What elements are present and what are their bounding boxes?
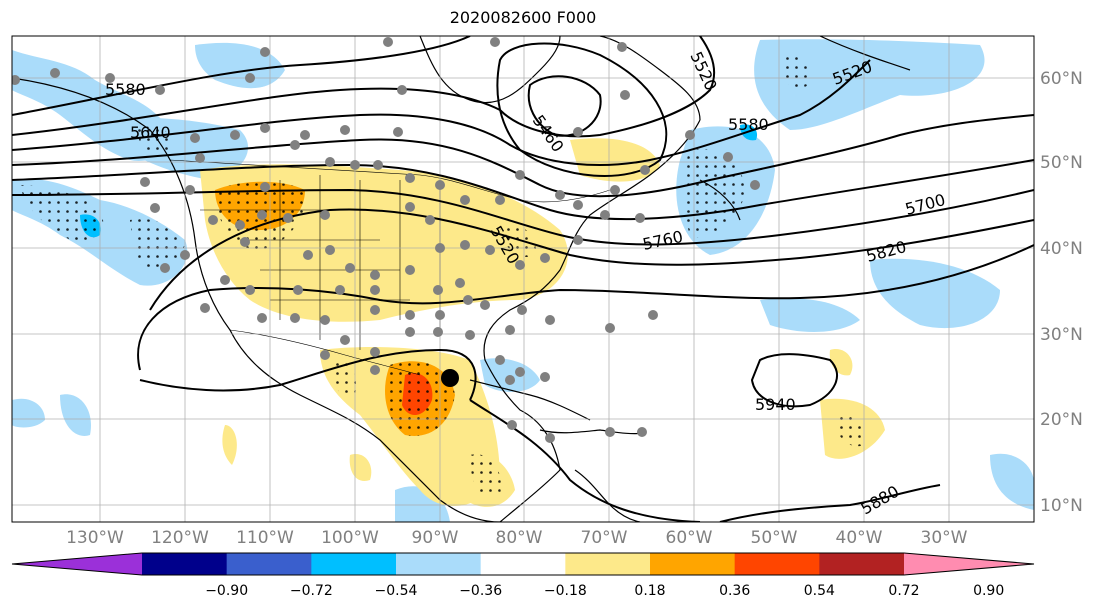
colorbar-tick-label: −0.18 — [544, 583, 587, 599]
colorbar-tick-label: −0.90 — [205, 583, 248, 599]
colorbar-swatch — [396, 553, 482, 575]
contour-label: 5640 — [130, 123, 171, 142]
graticule — [12, 36, 1034, 522]
lon-label: 40°W — [836, 528, 883, 548]
contour-label: 5580 — [105, 80, 146, 99]
lon-label: 30°W — [921, 528, 968, 548]
station-markers — [12, 37, 760, 443]
lon-label: 70°W — [581, 528, 628, 548]
colorbar-swatch — [565, 553, 651, 575]
map-title: 2020082600 F000 — [449, 8, 597, 27]
colorbar-tick-label: −0.72 — [290, 583, 333, 599]
longitude-labels: 130°W 120°W 110°W 100°W 90°W 80°W 70°W 6… — [66, 528, 968, 548]
colorbar-swatch — [226, 553, 312, 575]
colorbar-tick-label: −0.54 — [375, 583, 418, 599]
lat-label: 50°N — [1040, 153, 1083, 173]
colorbar-extend-low — [12, 553, 142, 575]
colorbar-outline — [11, 552, 1035, 576]
lon-label: 90°W — [412, 528, 459, 548]
lat-label: 10°N — [1040, 496, 1083, 516]
colorbar: −0.90 −0.72 −0.54 −0.36 −0.18 0.18 0.36 0.54 0.7… — [11, 552, 1035, 599]
lon-label: 110°W — [236, 528, 294, 548]
contour-label: 5580 — [728, 115, 769, 134]
latitude-labels: 60°N 50°N 40°N 30°N 20°N 10°N — [1040, 69, 1083, 516]
colorbar-tick-label: 0.90 — [973, 583, 1004, 599]
colorbar-swatch — [480, 553, 566, 575]
coastlines — [12, 36, 911, 522]
lon-label: 120°W — [151, 528, 209, 548]
contour-label: 5460 — [529, 111, 568, 155]
colorbar-swatch — [819, 553, 905, 575]
colorbar-extend-high — [904, 553, 1034, 575]
lon-label: 130°W — [66, 528, 124, 548]
contour-label: 5700 — [903, 190, 947, 219]
lat-label: 20°N — [1040, 410, 1083, 430]
colorbar-tick-label: 0.18 — [634, 583, 665, 599]
colorbar-tick-label: 0.36 — [719, 583, 750, 599]
lon-label: 80°W — [496, 528, 543, 548]
map-frame — [11, 35, 1035, 523]
lat-label: 40°N — [1040, 239, 1083, 259]
colorbar-swatch — [311, 553, 397, 575]
lon-label: 50°W — [751, 528, 798, 548]
lon-label: 60°W — [666, 528, 713, 548]
colorbar-tick-label: −0.36 — [459, 583, 502, 599]
lat-label: 30°N — [1040, 325, 1083, 345]
colorbar-swatch — [650, 553, 736, 575]
storm-center-marker — [441, 369, 459, 387]
contour-label: 5940 — [755, 395, 796, 414]
lon-label: 100°W — [321, 528, 379, 548]
contour-label: 5520 — [686, 49, 720, 94]
lat-label: 60°N — [1040, 69, 1083, 89]
height-contours — [12, 36, 1034, 522]
colorbar-tick-label: 0.72 — [888, 583, 919, 599]
contour-label: 5760 — [641, 227, 685, 254]
colorbar-tick-label: 0.54 — [804, 583, 835, 599]
colorbar-swatch — [734, 553, 820, 575]
political-borders — [169, 159, 611, 376]
colorbar-swatch — [142, 553, 228, 575]
